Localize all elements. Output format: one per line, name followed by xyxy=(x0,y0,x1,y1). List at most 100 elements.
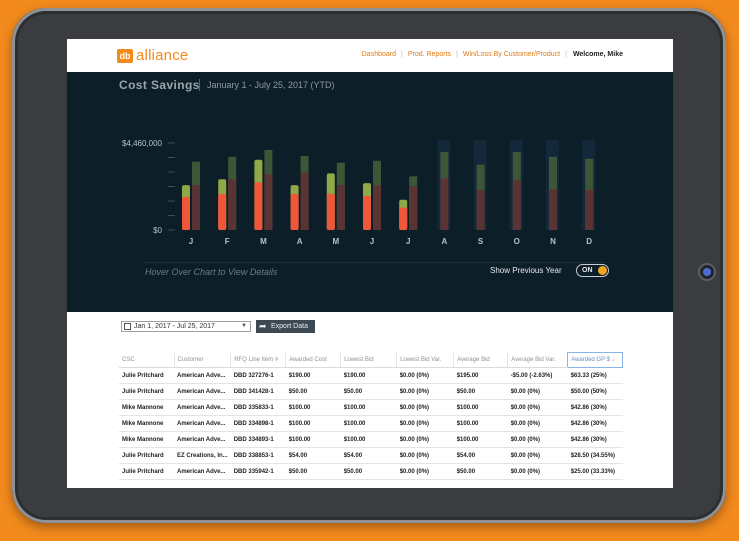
x-tick-label: A xyxy=(442,237,448,246)
bar-previous-dark[interactable] xyxy=(585,190,594,230)
bar-previous-dark[interactable] xyxy=(300,172,309,230)
cell-average-bid: $50.00 xyxy=(453,463,508,480)
previous-year-toggle[interactable]: ON xyxy=(576,264,609,277)
cell-rfq: DBD 338853-1 xyxy=(230,447,286,464)
cell-rfq: DBD 341428-1 xyxy=(230,383,286,400)
cell-customer: American Adve... xyxy=(174,431,231,448)
cell-awarded-gp: $50.00 (50%) xyxy=(567,383,623,400)
table-row[interactable]: Julie Pritchard American Adve... DBD 34142… xyxy=(119,383,623,400)
bar-current-red[interactable] xyxy=(254,182,263,230)
cell-lowest-bid-var: $0.00 (0%) xyxy=(396,367,454,384)
cell-awarded-cost: $54.00 xyxy=(285,447,341,464)
bar-current-red[interactable] xyxy=(290,193,299,230)
x-tick-label: J xyxy=(406,237,410,246)
table-row[interactable]: Julie Pritchard American Adve... DBD 32727… xyxy=(119,367,623,384)
x-tick-label: O xyxy=(514,237,520,246)
bar-previous-dark[interactable] xyxy=(409,186,418,230)
bar-previous-dark[interactable] xyxy=(476,190,485,230)
x-tick-label: N xyxy=(550,237,556,246)
bar-previous-dark[interactable] xyxy=(336,185,345,230)
panel-title: Cost Savings xyxy=(119,78,200,92)
cell-awarded-cost: $100.00 xyxy=(285,399,341,416)
col-header-awarded-cost[interactable]: Awarded Cost xyxy=(285,352,341,368)
nav-separator: | xyxy=(565,51,567,58)
table-header-row: CSC Customer RFQ Line Item # Awarded Cos… xyxy=(119,352,624,368)
cell-lowest-bid: $100.00 xyxy=(340,399,397,416)
table-row[interactable]: Mike Mannone American Adve... DBD 334898-1… xyxy=(119,415,623,432)
export-label: Export Data xyxy=(271,323,308,330)
date-select-value: Jan 1, 2017 - Jul 25, 2017 xyxy=(134,323,215,330)
nav-prod-reports[interactable]: Prod. Reports xyxy=(407,51,452,58)
cell-lowest-bid: $50.00 xyxy=(340,463,397,480)
col-header-awarded-gp[interactable]: Awarded GP $ ↓ xyxy=(567,352,624,368)
table-row[interactable]: Julie Pritchard American Adve... DBD 33594… xyxy=(119,463,623,480)
cell-lowest-bid-var: $0.00 (0%) xyxy=(396,447,454,464)
toggle-label: ON xyxy=(582,267,593,274)
cell-customer: American Adve... xyxy=(174,383,231,400)
x-tick-label: M xyxy=(332,237,339,246)
bar-current-red[interactable] xyxy=(218,193,227,230)
cell-csc: Mike Mannone xyxy=(119,431,174,448)
toggle-knob xyxy=(598,266,607,275)
cell-average-bid-var: $0.00 (0%) xyxy=(507,415,568,432)
table-row[interactable]: Mike Mannone American Adve... DBD 335833-1… xyxy=(119,399,623,416)
cell-awarded-cost: $100.00 xyxy=(285,431,341,448)
cost-savings-panel: Cost Savings January 1 - July 25, 2017 (… xyxy=(67,72,673,312)
share-arrow-icon: ➦ xyxy=(259,321,267,331)
hover-hint: Hover Over Chart to View Details xyxy=(145,267,278,277)
cell-csc: Mike Mannone xyxy=(119,415,174,432)
date-range-select[interactable]: Jan 1, 2017 - Jul 25, 2017 ▼ xyxy=(121,321,251,332)
logo-mark-icon: db xyxy=(117,48,133,63)
y-tick-label: $4,460,000 xyxy=(122,139,163,148)
cell-lowest-bid: $100.00 xyxy=(340,415,397,432)
bar-current-red[interactable] xyxy=(363,195,371,230)
hint-divider xyxy=(145,262,605,263)
col-header-csc[interactable]: CSC xyxy=(119,352,174,368)
calendar-icon xyxy=(124,323,131,330)
export-data-button[interactable]: ➦ Export Data xyxy=(256,320,315,333)
cell-rfq: DBD 334893-1 xyxy=(230,431,286,448)
col-header-average-bid[interactable]: Average Bid xyxy=(453,352,508,368)
x-tick-label: D xyxy=(586,237,592,246)
col-header-customer[interactable]: Customer xyxy=(173,352,231,368)
bar-previous-dark[interactable] xyxy=(228,179,237,230)
bar-current-red[interactable] xyxy=(182,196,190,230)
bar-previous-dark[interactable] xyxy=(264,174,273,230)
cell-csc: Julie Pritchard xyxy=(119,367,174,384)
cell-lowest-bid: $50.00 xyxy=(340,383,397,400)
col-header-rfq-line-item[interactable]: RFQ Line Item # xyxy=(230,352,286,368)
bar-previous-dark[interactable] xyxy=(549,189,557,230)
app-screen: db alliance Dashboard | Prod. Reports | … xyxy=(67,39,673,488)
x-tick-label: F xyxy=(225,237,230,246)
cell-lowest-bid-var: $0.00 (0%) xyxy=(396,415,454,432)
cell-lowest-bid-var: $0.00 (0%) xyxy=(396,399,454,416)
bar-previous-dark[interactable] xyxy=(440,178,449,230)
logo[interactable]: db alliance xyxy=(117,47,188,64)
bar-current-red[interactable] xyxy=(399,207,408,230)
col-header-lowest-bid-var[interactable]: Lowest Bid Var. xyxy=(396,352,454,368)
cell-average-bid: $100.00 xyxy=(453,399,508,416)
cell-average-bid-var: -$5.00 (-2.63%) xyxy=(507,367,568,384)
home-button[interactable] xyxy=(698,263,716,281)
cell-customer: EZ Creations, In... xyxy=(174,447,231,464)
logo-text: alliance xyxy=(136,47,189,64)
bar-previous-dark[interactable] xyxy=(192,185,200,230)
x-tick-label: S xyxy=(478,237,484,246)
bar-previous-dark[interactable] xyxy=(373,185,381,230)
nav-dashboard[interactable]: Dashboard xyxy=(361,51,396,58)
cell-awarded-gp: $42.86 (30%) xyxy=(567,415,623,432)
bar-current-red[interactable] xyxy=(326,193,335,230)
col-header-average-bid-var[interactable]: Average Bid Var. xyxy=(507,352,568,368)
table-row[interactable]: Julie Pritchard EZ Creations, In... DBD 33… xyxy=(119,447,623,464)
bar-previous-dark[interactable] xyxy=(512,180,521,230)
cost-savings-chart[interactable]: $4,460,000 $0 J F M A M J J A S O N D xyxy=(67,72,673,262)
cell-awarded-gp: $42.86 (30%) xyxy=(567,399,623,416)
table-row[interactable]: Mike Mannone American Adve... DBD 334893-1… xyxy=(119,431,623,448)
y-tick-label: $0 xyxy=(153,226,162,235)
col-header-lowest-bid[interactable]: Lowest Bid xyxy=(340,352,397,368)
nav-separator: | xyxy=(456,51,458,58)
x-tick-label: A xyxy=(297,237,303,246)
cell-lowest-bid: $54.00 xyxy=(340,447,397,464)
cell-lowest-bid-var: $0.00 (0%) xyxy=(396,383,454,400)
nav-win-loss[interactable]: Win/Loss By Customer/Product xyxy=(462,51,561,58)
